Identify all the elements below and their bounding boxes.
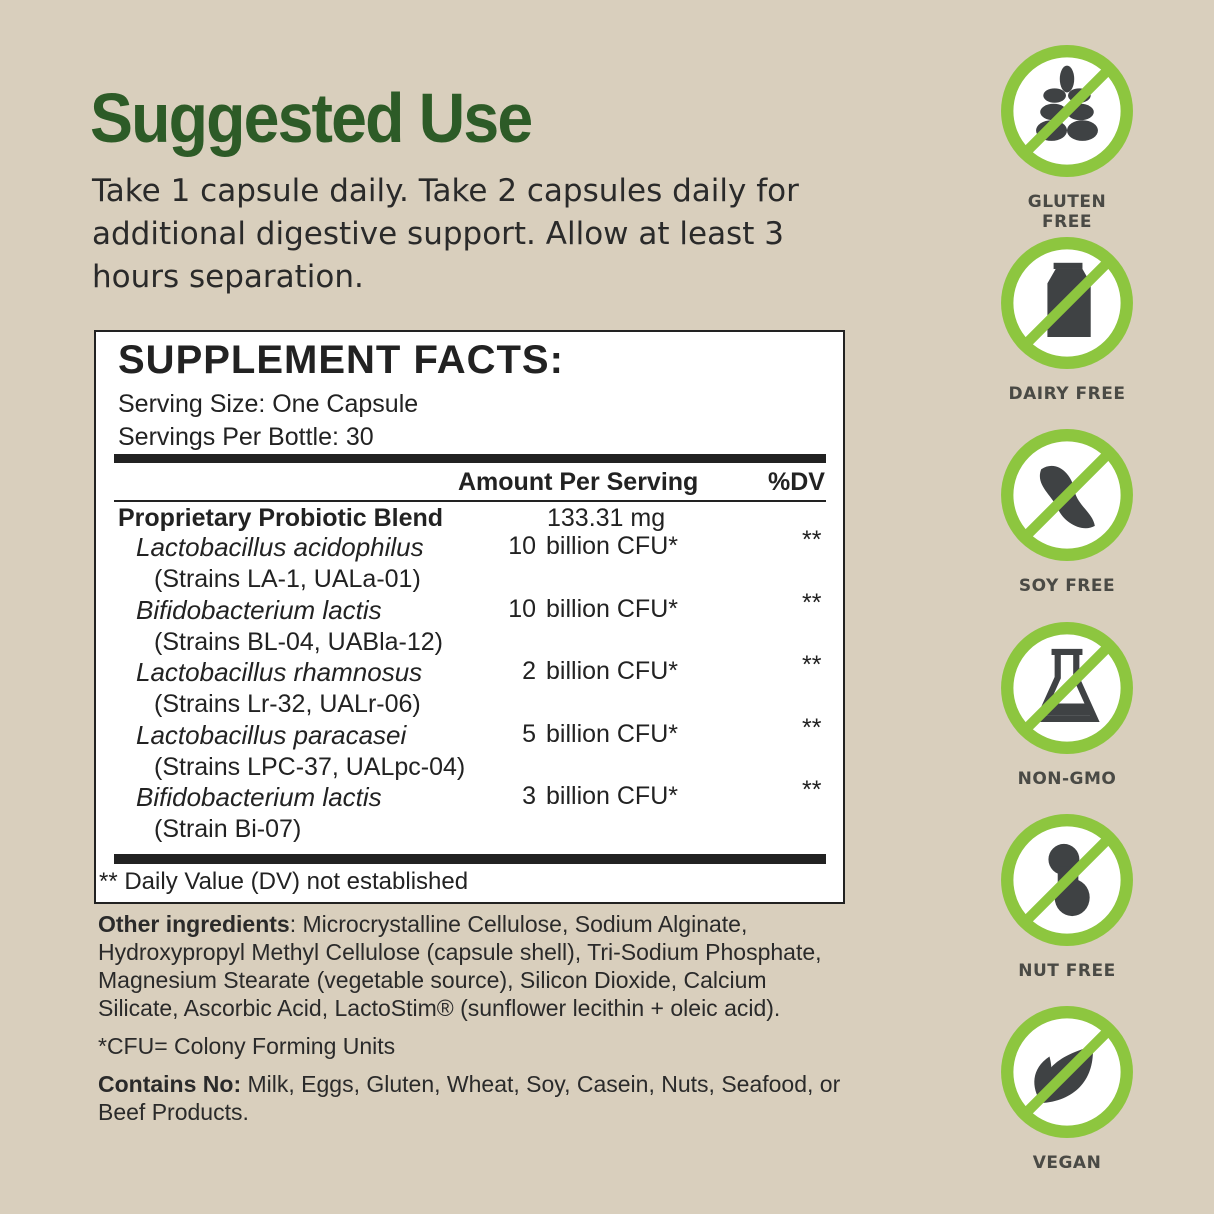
ingredient-name: Bifidobacterium lactis xyxy=(136,594,382,625)
ingredient-dv: ** xyxy=(802,651,822,679)
ingredient-amount: 5 billion CFU* xyxy=(476,720,696,749)
wheat-icon xyxy=(1001,45,1133,177)
servings-per-bottle: Servings Per Bottle: 30 xyxy=(118,423,374,451)
badge-label: VEGAN xyxy=(1032,1153,1102,1173)
amount-qty: 2 xyxy=(522,657,536,685)
divider xyxy=(114,854,826,864)
ingredient-dv: ** xyxy=(802,713,822,742)
supplement-facts-panel: SUPPLEMENT FACTS: Serving Size: One Caps… xyxy=(94,330,845,904)
blend-amount: 133.31 mg xyxy=(547,504,666,532)
ingredient-name: Lactobacillus paracasei xyxy=(136,719,407,750)
amount-qty: 3 xyxy=(522,782,536,810)
ingredient-strain: (Strains Lr-32, UALr-06) xyxy=(154,690,421,718)
ingredient-strain: (Strains LPC-37, UALpc-04) xyxy=(154,752,466,781)
ingredient-dv: ** xyxy=(802,526,822,554)
badge-label: NUT FREE xyxy=(1018,960,1116,981)
ingredient-strain: (Strains BL-04, UABla-12) xyxy=(154,627,444,656)
ingredient-strain: (Strains LA-1, UALa-01) xyxy=(154,565,421,593)
badge-dairy-free: DAIRY FREE xyxy=(1000,236,1134,404)
badge-non-gmo: NON-GMO xyxy=(1000,621,1134,789)
badge-label: SOY FREE xyxy=(1018,576,1116,597)
dv-footnote: ** Daily Value (DV) not established xyxy=(99,868,469,895)
badge-label: GLUTEN FREE xyxy=(1027,192,1107,232)
divider xyxy=(114,454,826,463)
serving-size: Serving Size: One Capsule xyxy=(118,390,419,418)
amount-unit: billion CFU* xyxy=(546,532,678,560)
amount-unit: billion CFU* xyxy=(546,594,678,623)
other-ingredients: Other ingredients: Microcrystalline Cell… xyxy=(98,910,848,1136)
facts-title: SUPPLEMENT FACTS: xyxy=(118,338,564,382)
ingredient-strain: (Strain Bi-07) xyxy=(154,815,302,843)
ingredient-dv: ** xyxy=(802,776,822,804)
badge-soy-free: SOY FREE xyxy=(1000,428,1134,596)
leaf-icon xyxy=(1001,1006,1133,1138)
amount-header: Amount Per Serving xyxy=(458,468,699,496)
suggested-use-text: Take 1 capsule daily. Take 2 capsules da… xyxy=(92,173,799,295)
badge-gluten-free: GLUTEN FREE xyxy=(1000,44,1134,232)
other-text: : Microcrystalline Cellulose, Sodium Alg… xyxy=(98,911,822,1021)
blend-name: Proprietary Probiotic Blend xyxy=(118,504,444,532)
amount-qty: 5 xyxy=(522,719,536,748)
amount-qty: 10 xyxy=(508,532,536,560)
peanut-icon xyxy=(1001,813,1133,946)
amount-qty: 10 xyxy=(508,594,536,623)
ingredient-name: Lactobacillus rhamnosus xyxy=(136,657,423,687)
serving-info: Serving Size: One Capsule Servings Per B… xyxy=(118,388,418,454)
ingredient-name: Bifidobacterium lactis xyxy=(136,782,382,812)
amount-unit: billion CFU* xyxy=(546,719,678,748)
ingredient-dv: ** xyxy=(802,588,822,617)
amount-unit: billion CFU* xyxy=(546,657,678,685)
cfu-note: *CFU= Colony Forming Units xyxy=(98,1033,396,1059)
flask-icon xyxy=(1001,621,1133,754)
badge-label: NON-GMO xyxy=(1017,768,1117,789)
badge-vegan: VEGAN xyxy=(1000,1005,1134,1173)
other-label: Other ingredients xyxy=(98,911,290,937)
contains-text: Milk, Eggs, Gluten, Wheat, Soy, Casein, … xyxy=(98,1071,841,1125)
contains-label: Contains No: xyxy=(98,1071,242,1097)
ingredient-amount: 10 billion CFU* xyxy=(476,595,696,624)
amount-unit: billion CFU* xyxy=(546,782,678,810)
ingredient-amount: 3 billion CFU* xyxy=(476,782,696,811)
ingredient-amount: 10 billion CFU* xyxy=(476,532,696,561)
divider xyxy=(114,500,826,502)
badge-nut-free: NUT FREE xyxy=(1000,813,1134,981)
badge-label: DAIRY FREE xyxy=(1008,384,1126,405)
ingredient-amount: 2 billion CFU* xyxy=(476,657,696,686)
milk-carton-icon xyxy=(1001,237,1133,370)
dv-header: %DV xyxy=(768,468,825,496)
soybean-icon xyxy=(1001,429,1133,562)
page-title: Suggested Use xyxy=(90,79,533,157)
ingredient-name: Lactobacillus acidophilus xyxy=(136,532,424,562)
